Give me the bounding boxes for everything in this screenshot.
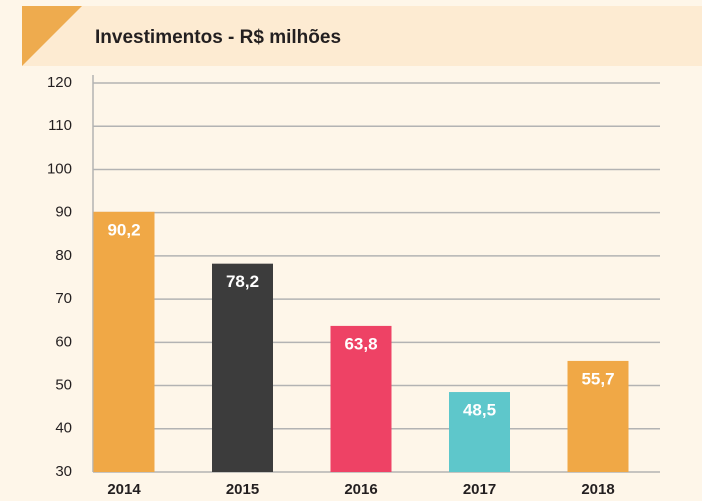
bar [93,211,155,472]
x-tick-label: 2015 [226,481,259,498]
value-label: 78,2 [226,272,259,291]
value-label: 90,2 [107,220,140,239]
y-tick-label: 100 [47,160,72,177]
header-band [22,6,702,66]
bar [449,392,510,472]
x-tick-label: 2016 [344,481,377,498]
x-tick-label: 2018 [581,481,614,498]
value-label: 63,8 [344,334,377,353]
value-label: 48,5 [463,401,496,420]
y-tick-label: 110 [48,117,72,134]
bar [330,325,392,472]
y-tick-label: 50 [55,377,72,394]
bar [567,360,629,472]
y-tick-label: 30 [55,463,72,480]
y-tick-label: 80 [55,247,72,264]
y-tick-label: 40 [55,420,72,437]
x-tick-label: 2014 [107,481,141,498]
header-corner [22,6,82,66]
x-tick-label: 2017 [463,481,496,498]
chart-title: Investimentos - R$ milhões [95,27,341,48]
y-tick-label: 60 [55,333,72,350]
y-tick-label: 120 [47,74,72,91]
y-tick-label: 90 [55,204,72,221]
y-tick-label: 70 [55,290,72,307]
bar [212,263,273,472]
value-label: 55,7 [581,369,614,388]
